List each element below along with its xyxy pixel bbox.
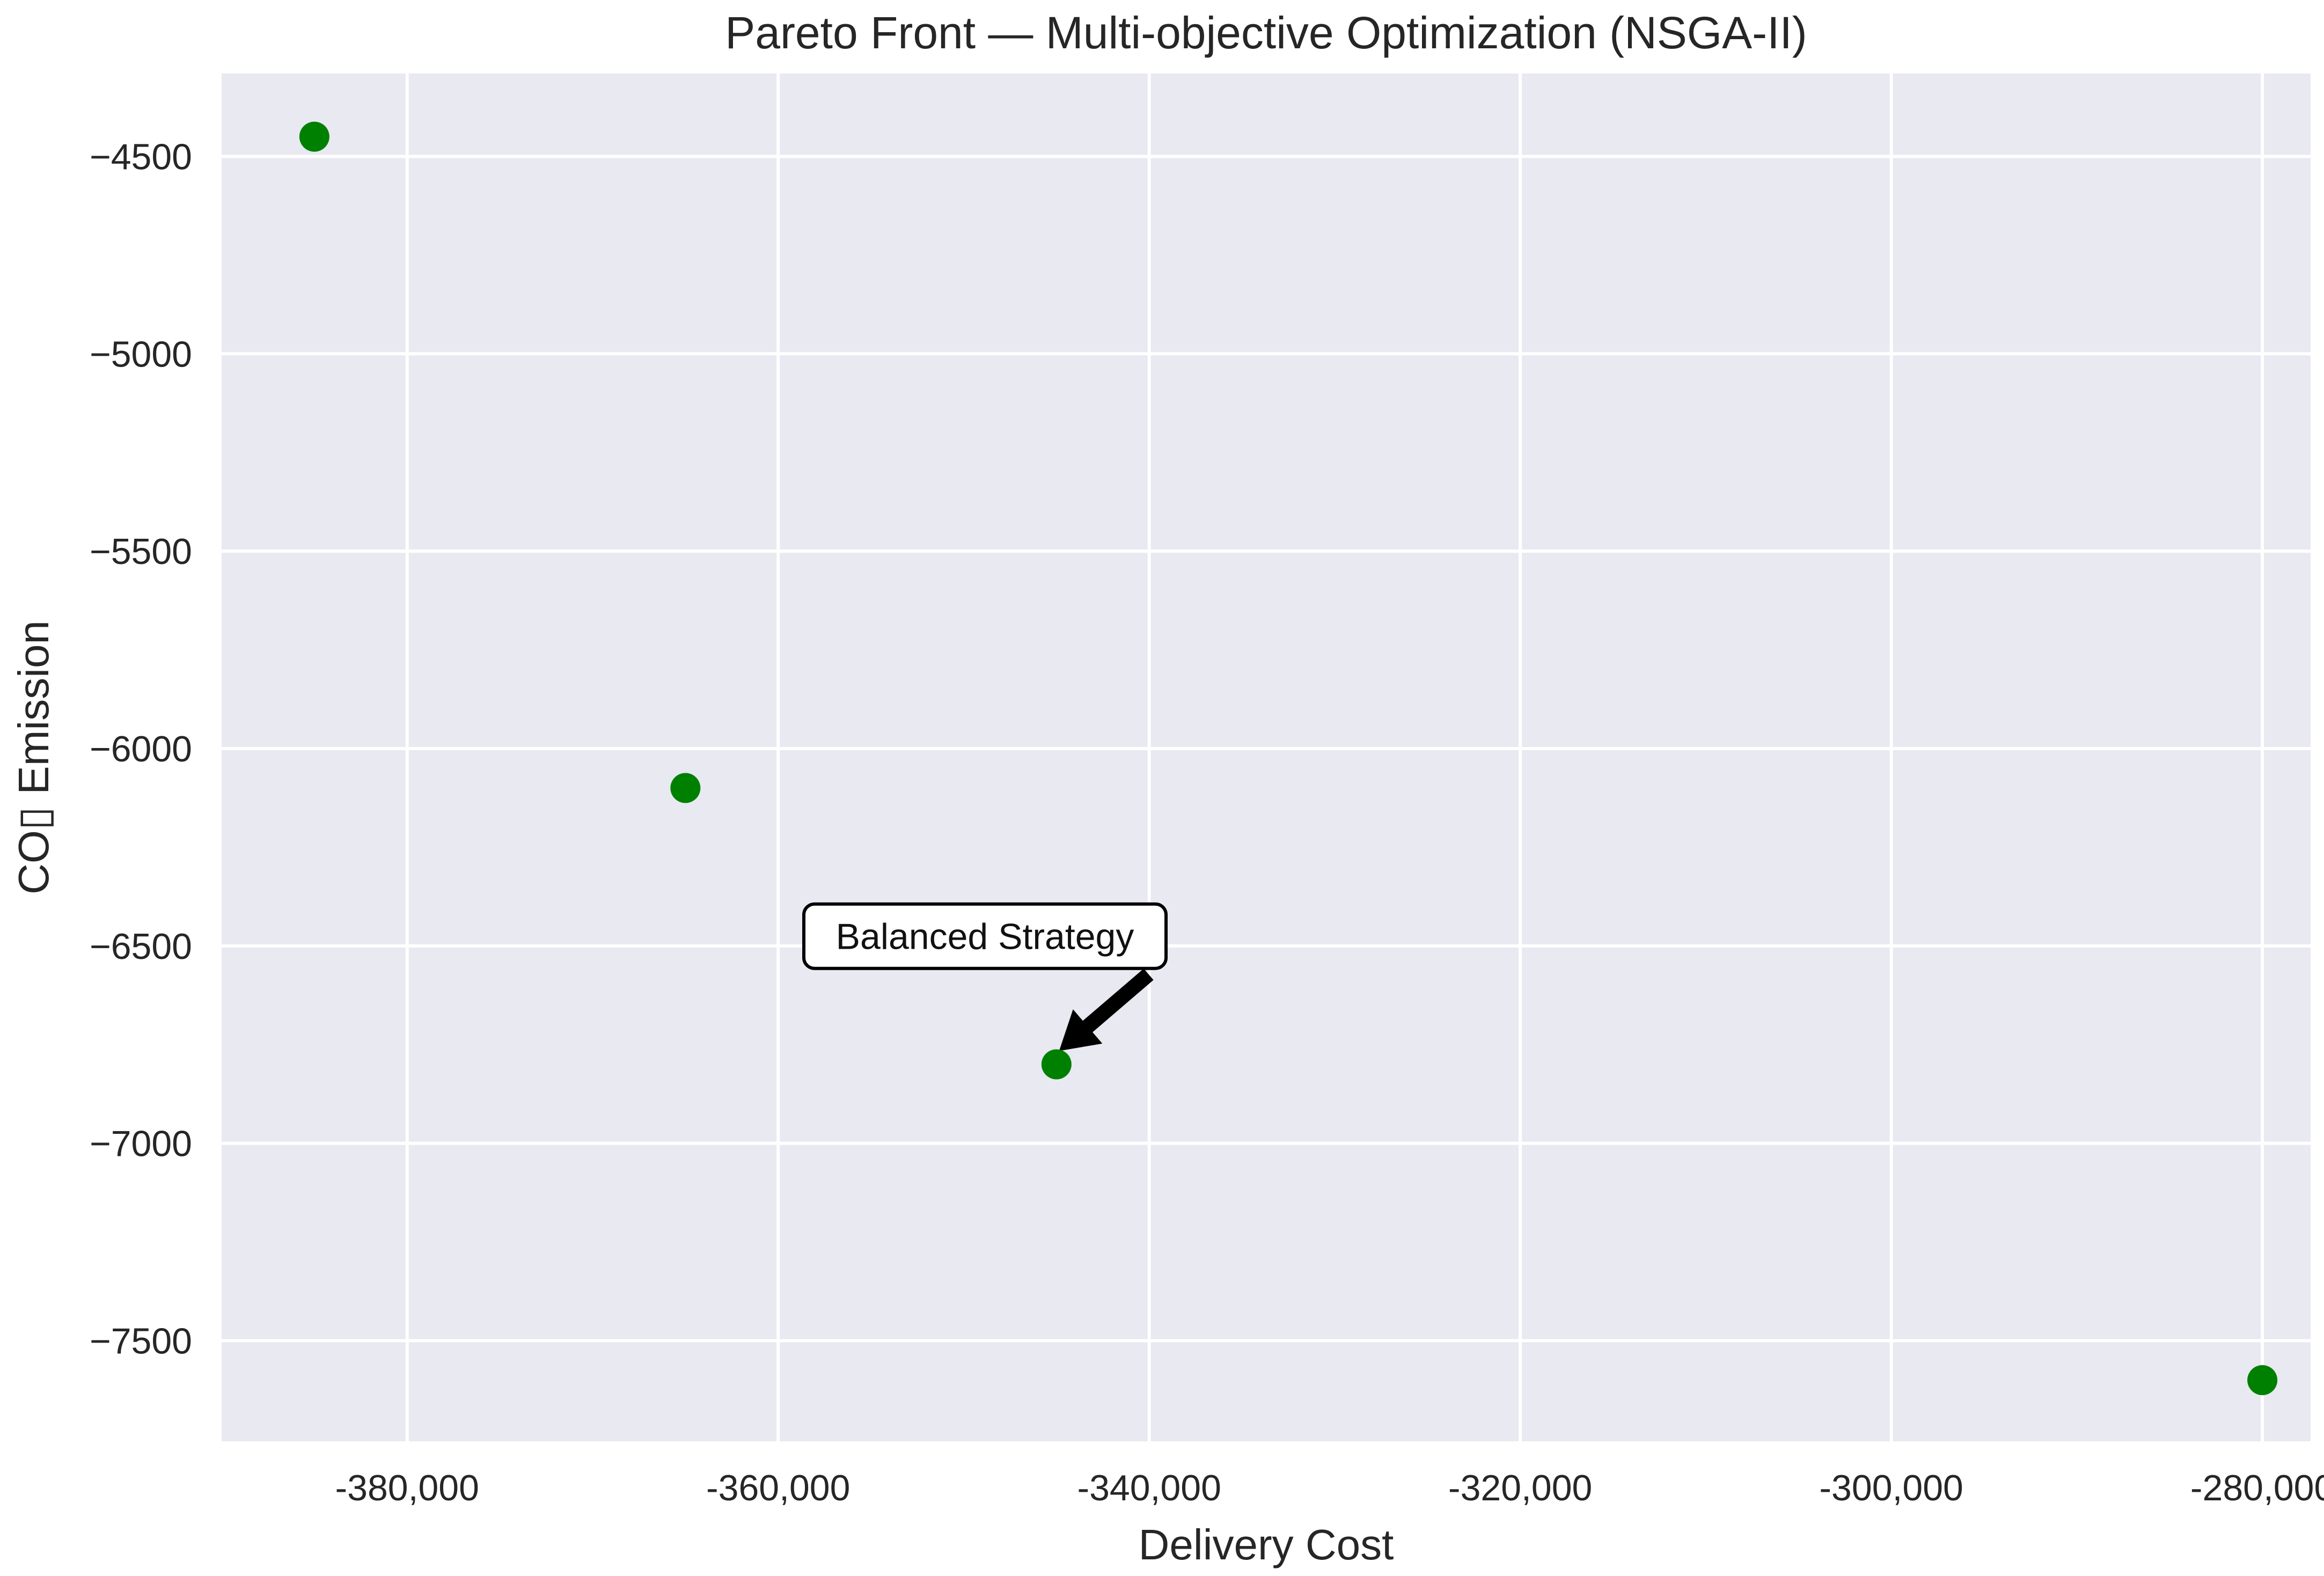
x-axis-label: Delivery Cost bbox=[1139, 1521, 1394, 1568]
x-tick-label: -280,000 bbox=[2190, 1468, 2324, 1508]
annotations: Balanced Strategy bbox=[802, 902, 1168, 1051]
chart-title: Pareto Front — Multi-objective Optimizat… bbox=[725, 8, 1807, 58]
x-tick-label: -360,000 bbox=[706, 1468, 850, 1508]
annotation-balanced-strategy: Balanced Strategy bbox=[802, 902, 1168, 1051]
x-axis-ticks: -380,000 -360,000 -340,000 -320,000 -300,000… bbox=[335, 1468, 2324, 1508]
data-points bbox=[299, 121, 2278, 1395]
y-axis-label: CO▯ Emission bbox=[10, 620, 57, 895]
data-point bbox=[2247, 1365, 2278, 1395]
annotation-arrow bbox=[1059, 969, 1154, 1051]
y-tick-label: −7000 bbox=[90, 1124, 192, 1164]
y-tick-label: −7500 bbox=[90, 1321, 192, 1361]
data-point bbox=[1041, 1049, 1072, 1080]
y-tick-label: −4500 bbox=[90, 136, 192, 177]
data-point bbox=[299, 121, 329, 152]
grid-lines bbox=[222, 74, 2311, 1441]
y-tick-label: −6500 bbox=[90, 926, 192, 967]
data-point bbox=[670, 773, 701, 803]
y-tick-label: −5000 bbox=[90, 334, 192, 375]
annotation-box bbox=[802, 902, 1168, 970]
x-tick-label: -340,000 bbox=[1077, 1468, 1221, 1508]
annotation-label: Balanced Strategy bbox=[836, 917, 1134, 957]
y-tick-label: −5500 bbox=[90, 531, 192, 572]
x-tick-label: -300,000 bbox=[1819, 1468, 1963, 1508]
x-tick-label: -380,000 bbox=[335, 1468, 479, 1508]
y-axis-ticks: −4500 −5000 −5500 −6000 −6500 −7000 −7500 bbox=[90, 136, 192, 1361]
y-tick-label: −6000 bbox=[90, 729, 192, 769]
x-tick-label: -320,000 bbox=[1448, 1468, 1592, 1508]
plot-area bbox=[222, 74, 2311, 1441]
